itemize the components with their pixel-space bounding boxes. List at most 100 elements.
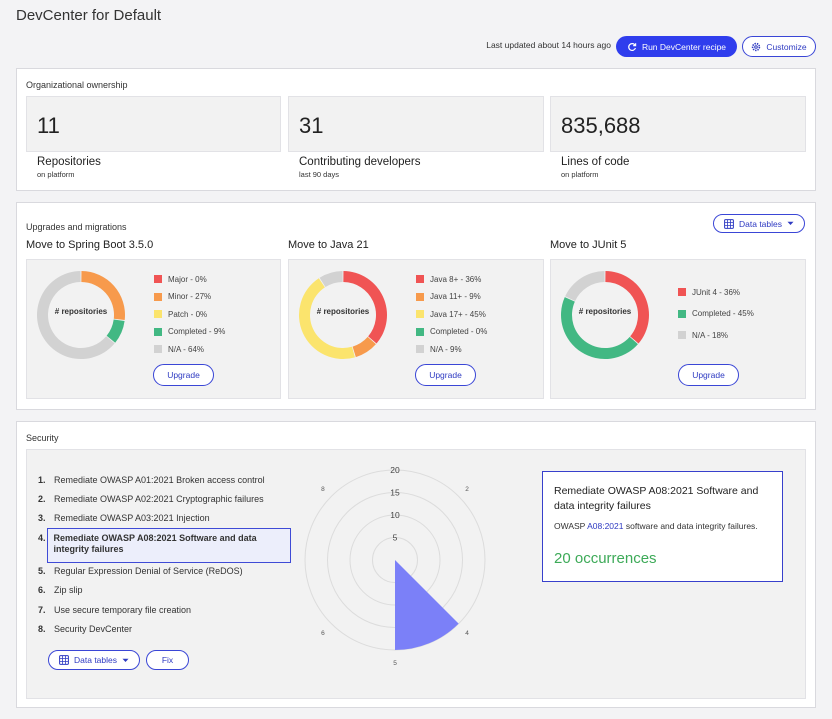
security-data-tables-label: Data tables: [74, 655, 117, 665]
upgrades-data-tables-button[interactable]: Data tables: [713, 214, 805, 233]
legend-item: N/A - 9%: [416, 344, 487, 354]
polar-category-label: 2: [465, 486, 469, 493]
spring-boot-donut-chart: [37, 271, 126, 359]
legend-swatch: [154, 345, 162, 353]
security-data-tables-button[interactable]: Data tables: [48, 650, 140, 670]
caret-down-icon: [122, 658, 129, 662]
repositories-sub: on platform: [37, 170, 75, 179]
legend-item: JUnit 4 - 36%: [678, 287, 754, 297]
security-item-8[interactable]: 8. Security DevCenter: [38, 624, 132, 635]
legend-swatch: [416, 327, 424, 336]
legend-swatch: [416, 310, 424, 318]
polar-category-label: 6: [321, 630, 325, 637]
refresh-icon: [628, 42, 637, 51]
polar-tick-label: 5: [393, 533, 398, 543]
donut-segment-1[interactable]: [561, 297, 638, 359]
legend-item: Patch - 0%: [154, 309, 225, 319]
detail-desc-suffix: software and data integrity failures.: [623, 521, 758, 531]
repositories-value: 11: [37, 113, 60, 138]
polar-category-label: 5: [393, 660, 397, 667]
table-icon: [724, 218, 734, 229]
developers-label: Contributing developers: [299, 156, 421, 168]
donut-segment-1[interactable]: [352, 336, 376, 358]
legend-item: N/A - 64%: [154, 344, 225, 354]
polar-wedge-4[interactable]: [395, 560, 459, 650]
legend-label: Completed - 0%: [430, 327, 488, 336]
donut-segment-4[interactable]: [37, 271, 115, 359]
fix-button[interactable]: Fix: [146, 650, 189, 670]
security-title: Security: [26, 433, 59, 443]
lines-of-code-value: 835,688: [561, 113, 641, 138]
donut-segment-1[interactable]: [81, 271, 126, 321]
security-item-3[interactable]: 3. Remediate OWASP A03:2021 Injection: [38, 513, 210, 524]
run-recipe-label: Run DevCenter recipe: [641, 41, 727, 52]
item-label: Zip slip: [54, 585, 83, 595]
legend-item: Major - 0%: [154, 274, 225, 284]
security-item-1[interactable]: 1. Remediate OWASP A01:2021 Broken access…: [38, 475, 265, 486]
donut-segment-3[interactable]: [106, 319, 125, 343]
legend-label: Minor - 27%: [168, 292, 212, 301]
spring-boot-center-label: # repositories: [54, 307, 108, 316]
detail-desc-prefix: OWASP: [554, 521, 588, 531]
polar-tick-label: 20: [390, 466, 400, 475]
item-number: 6.: [38, 585, 46, 595]
last-updated-text: Last updated about 14 hours ago: [486, 40, 611, 50]
polar-tick-label: 10: [390, 510, 400, 520]
legend-item: Completed - 9%: [154, 327, 225, 337]
item-label: Security DevCenter: [54, 624, 133, 634]
item-label: Regular Expression Denial of Service (Re…: [54, 566, 243, 576]
lines-of-code-card: [550, 96, 806, 152]
security-item-5[interactable]: 5. Regular Expression Denial of Service (…: [38, 566, 243, 577]
spring-boot-chart-title: Move to Spring Boot 3.5.0: [26, 239, 154, 251]
item-number: 5.: [38, 566, 46, 576]
junit-chart-title: Move to JUnit 5: [550, 239, 627, 251]
legend-label: N/A - 9%: [430, 344, 462, 354]
item-number: 3.: [38, 513, 46, 523]
repositories-label: Repositories: [37, 156, 101, 168]
item-label: Remediate OWASP A08:2021 Software and da…: [53, 533, 257, 554]
upgrades-title: Upgrades and migrations: [26, 222, 127, 232]
legend-label: Java 17+ - 45%: [430, 309, 486, 319]
junit-center-label: # repositories: [578, 307, 632, 316]
legend-item: Minor - 27%: [154, 292, 225, 302]
security-item-2[interactable]: 2. Remediate OWASP A02:2021 Cryptographic…: [38, 494, 264, 505]
java-upgrade-button[interactable]: Upgrade: [415, 364, 476, 386]
java-chart-title: Move to Java 21: [288, 239, 369, 251]
donut-segment-0[interactable]: [343, 271, 387, 344]
occurrences-count: 20 occurrences: [554, 550, 657, 567]
security-item-7[interactable]: 7. Use secure temporary file creation: [38, 605, 191, 616]
security-polar-chart: 510152012345678: [304, 466, 486, 667]
donut-segment-4[interactable]: [319, 271, 343, 288]
legend-label: Major - 0%: [168, 274, 207, 284]
legend-swatch: [678, 331, 686, 339]
item-number: 8.: [38, 624, 46, 634]
junit-upgrade-button[interactable]: Upgrade: [678, 364, 739, 386]
detail-description: OWASP A08:2021 software and data integri…: [554, 520, 774, 533]
item-label: Use secure temporary file creation: [54, 605, 192, 615]
legend-swatch: [154, 327, 162, 336]
legend-item: Completed - 45%: [678, 309, 754, 319]
donut-segment-0[interactable]: [605, 271, 649, 344]
developers-value: 31: [299, 113, 324, 138]
donut-segment-2[interactable]: [299, 278, 355, 359]
legend-item: Java 11+ - 9%: [416, 292, 487, 302]
spring-boot-upgrade-button[interactable]: Upgrade: [153, 364, 214, 386]
java-legend: Java 8+ - 36% Java 11+ - 9% Java 17+ - 4…: [416, 274, 487, 354]
legend-swatch: [154, 292, 162, 301]
run-recipe-button[interactable]: Run DevCenter recipe: [616, 36, 737, 57]
security-item-6[interactable]: 6. Zip slip: [38, 585, 83, 596]
item-number: 4.: [38, 533, 46, 543]
legend-swatch: [678, 288, 686, 296]
legend-item: Completed - 0%: [416, 327, 487, 337]
security-item-4[interactable]: 4. Remediate OWASP A08:2021 Software and …: [38, 533, 278, 555]
table-icon: [59, 655, 69, 665]
legend-item: Java 17+ - 45%: [416, 309, 487, 319]
customize-button[interactable]: Customize: [742, 36, 816, 57]
owasp-link[interactable]: A08:2021: [587, 521, 624, 531]
donut-segment-2[interactable]: [565, 271, 605, 301]
item-number: 7.: [38, 605, 46, 615]
legend-swatch: [416, 275, 424, 283]
legend-label: Completed - 45%: [692, 309, 754, 318]
legend-item: N/A - 18%: [678, 330, 754, 340]
polar-category-label: 4: [465, 630, 469, 637]
